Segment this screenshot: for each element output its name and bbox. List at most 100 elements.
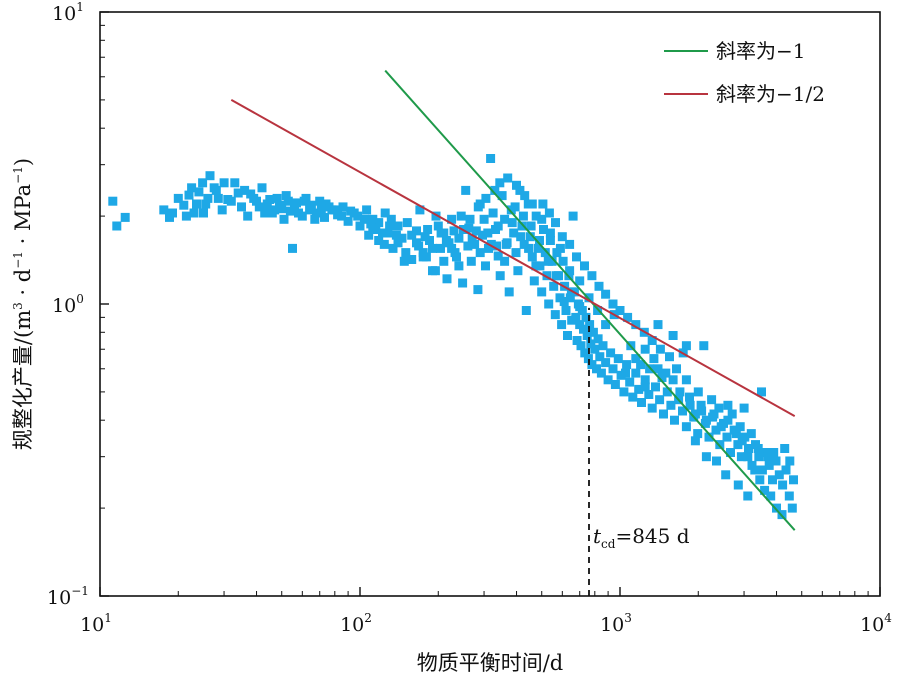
data-point [662, 387, 672, 397]
data-point [120, 212, 130, 222]
data-point [545, 228, 555, 238]
y-tick-label: 100 [52, 292, 84, 317]
data-point [647, 336, 657, 345]
data-point [640, 344, 650, 354]
data-point [454, 233, 464, 243]
data-point [391, 230, 401, 240]
data-point [789, 475, 798, 485]
data-point [610, 380, 620, 389]
data-point [649, 354, 659, 364]
data-point [461, 185, 471, 195]
x-tick-exp: 4 [884, 611, 892, 625]
data-point [557, 320, 567, 330]
data-point [456, 211, 466, 221]
data-point [201, 199, 211, 209]
data-point [623, 312, 633, 322]
fit-line-slope-half [230, 99, 796, 417]
data-point [364, 230, 374, 240]
data-point [757, 465, 767, 475]
data-point [582, 331, 592, 340]
data-point [465, 214, 475, 224]
data-point [412, 226, 421, 236]
data-point [320, 212, 329, 222]
data-point [428, 243, 437, 253]
data-point [433, 221, 443, 231]
data-point [203, 193, 213, 203]
x-tick-label: 103 [600, 611, 632, 636]
data-point [254, 202, 264, 212]
data-point [701, 452, 711, 462]
data-point [283, 196, 293, 206]
data-point [368, 214, 378, 224]
data-point [595, 352, 605, 362]
data-point [540, 248, 550, 258]
data-point [746, 429, 756, 439]
data-point [288, 243, 297, 253]
data-point [572, 336, 582, 345]
data-point [736, 452, 746, 462]
data-point [205, 171, 215, 181]
data-point [565, 293, 575, 303]
data-point [535, 236, 544, 245]
legend: 斜率为−1 斜率为−1/2 [664, 39, 825, 106]
data-point [575, 302, 585, 312]
data-point [681, 375, 691, 385]
data-point [593, 306, 603, 315]
data-point [397, 233, 407, 243]
data-point [386, 214, 396, 224]
data-point [588, 327, 598, 337]
data-point [237, 202, 246, 212]
data-point [760, 485, 770, 495]
y-label-suffix: ) [11, 158, 35, 166]
data-point [601, 289, 611, 299]
data-point [659, 409, 668, 419]
data-point [306, 200, 316, 210]
data-point [213, 193, 223, 203]
data-point [537, 214, 547, 224]
tcd-value: =845 d [615, 524, 689, 548]
data-point [275, 200, 284, 210]
data-point [557, 232, 567, 242]
data-point [640, 375, 650, 385]
data-point [430, 266, 440, 276]
data-point [260, 208, 270, 218]
data-point [527, 252, 537, 262]
data-point [704, 432, 714, 442]
data-point [511, 248, 521, 258]
data-point [778, 480, 788, 490]
x-tick-label: 102 [340, 611, 372, 636]
data-point [764, 460, 774, 470]
data-point [681, 341, 691, 351]
data-point [722, 432, 732, 442]
data-point [601, 320, 611, 330]
tcd-annotation: tcd=845 d [593, 524, 690, 551]
data-point [587, 271, 597, 281]
y-label-sup2: −1 [11, 251, 25, 269]
data-point [771, 456, 781, 466]
data-point [668, 375, 678, 385]
data-point [563, 331, 572, 340]
data-point [504, 287, 514, 297]
data-point [463, 241, 473, 251]
data-point [483, 228, 493, 238]
data-point [495, 178, 505, 188]
data-point [628, 392, 638, 402]
data-point [272, 193, 282, 203]
data-point [543, 256, 553, 266]
data-point [444, 238, 454, 248]
data-point [721, 470, 731, 480]
data-point [580, 348, 590, 358]
data-point [592, 364, 601, 374]
data-point [542, 271, 552, 281]
data-point [785, 456, 795, 466]
data-point [112, 221, 122, 231]
data-point [497, 191, 507, 201]
y-axis-label: 规整化产量/(m3 · d−1 · MPa−1) [11, 158, 35, 450]
data-point [270, 205, 280, 215]
data-point [558, 256, 568, 266]
data-point [550, 310, 560, 320]
data-point [575, 276, 585, 286]
y-label-mid2: · MPa [11, 184, 35, 251]
y-tick-base: 10 [52, 295, 76, 317]
data-point [493, 251, 503, 261]
